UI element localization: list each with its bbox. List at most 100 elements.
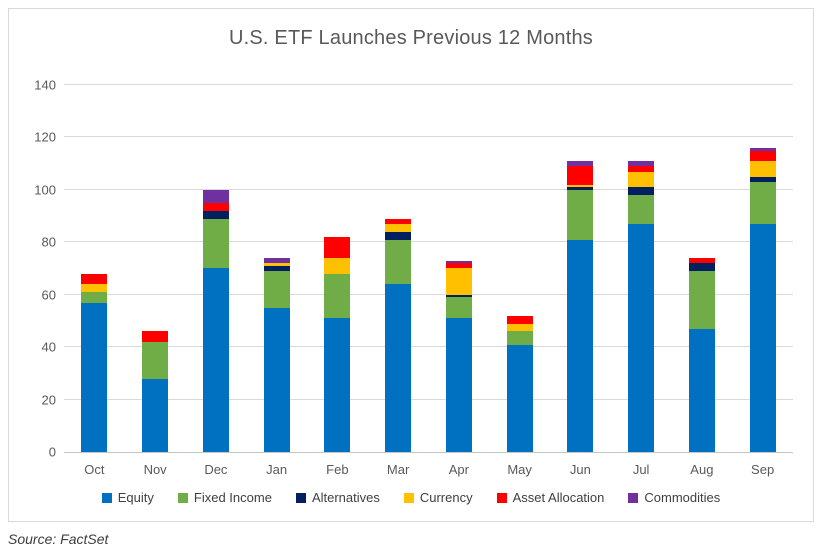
bar-segment-jun-asset-allocation <box>567 166 594 185</box>
legend-item-commodities: Commodities <box>628 490 720 505</box>
x-axis-label-apr: Apr <box>448 462 469 477</box>
legend-item-equity: Equity <box>101 490 154 505</box>
y-axis-label-0: 0 <box>48 444 56 460</box>
bar-segment-may-equity <box>506 345 533 452</box>
bar-segment-oct-asset-allocation <box>81 274 108 284</box>
bar-segment-sep-equity <box>749 224 776 452</box>
gridline-140 <box>64 84 793 85</box>
bar-segment-sep-asset-allocation <box>749 151 776 161</box>
bar-segment-dec-equity <box>202 268 229 452</box>
bar-segment-aug-equity <box>688 329 715 452</box>
category-slot-nov: Nov <box>125 85 186 477</box>
bar-dec <box>202 85 229 452</box>
category-slot-feb: Feb <box>307 85 368 477</box>
source-note: Source: FactSet <box>8 531 109 547</box>
gridline-20 <box>64 399 793 400</box>
legend-swatch-icon <box>496 492 507 503</box>
x-axis-label-may: May <box>507 462 532 477</box>
legend-swatch-icon <box>101 492 112 503</box>
chart-title: U.S. ETF Launches Previous 12 Months <box>228 27 594 49</box>
bar-segment-dec-asset-allocation <box>202 203 229 211</box>
x-axis-label-jul: Jul <box>632 462 650 477</box>
legend-item-fixed-income: Fixed Income <box>177 490 272 505</box>
legend-item-asset-allocation: Asset Allocation <box>496 490 605 505</box>
bar-segment-jun-equity <box>567 240 594 452</box>
bar-jan <box>263 85 290 452</box>
category-slot-aug: Aug <box>672 85 733 477</box>
bar-segment-oct-equity <box>81 303 108 452</box>
x-axis-label-sep: Sep <box>751 462 775 477</box>
plot-area: 0 20 40 60 80 100 120 140 Oct Nov Dec Jan Feb Mar Apr M… <box>34 78 793 477</box>
bar-segment-sep-alternatives <box>749 177 776 182</box>
category-slot-may: May <box>489 85 550 477</box>
x-axis-label-nov: Nov <box>143 462 167 477</box>
bar-segment-jan-fixed-income <box>263 271 290 308</box>
bar-segment-feb-fixed-income <box>324 274 351 318</box>
y-axis-label-80: 80 <box>41 234 56 250</box>
legend-item-currency: Currency <box>403 490 473 505</box>
x-axis-label-mar: Mar <box>386 462 410 477</box>
bar-segment-dec-alternatives <box>202 211 229 219</box>
bar-segment-aug-fixed-income <box>688 271 715 329</box>
bar-segment-jul-fixed-income <box>628 195 655 224</box>
bar-segment-sep-commodities <box>749 148 776 151</box>
legend-swatch-icon <box>295 492 306 503</box>
x-axis-label-jun: Jun <box>569 462 591 477</box>
bar-segment-jun-currency <box>567 185 594 187</box>
bar-segment-feb-equity <box>324 318 351 452</box>
bar-segment-jun-fixed-income <box>567 190 594 240</box>
legend-label: Commodities <box>644 490 721 505</box>
bar-segment-aug-asset-allocation <box>688 258 715 263</box>
bar-oct <box>81 85 108 452</box>
bar-segment-apr-fixed-income <box>445 297 472 318</box>
bar-aug <box>688 85 715 452</box>
y-axis-label-120: 120 <box>34 129 56 145</box>
category-slot-dec: Dec <box>186 85 247 477</box>
gridline-60 <box>64 294 793 295</box>
category-slot-apr: Apr <box>429 85 490 477</box>
x-axis-label-dec: Dec <box>204 462 228 477</box>
category-slot-sep: Sep <box>732 85 793 477</box>
bar-feb <box>324 85 351 452</box>
gridline-40 <box>64 346 793 347</box>
bar-apr <box>445 85 472 452</box>
legend-label: Alternatives <box>311 490 380 505</box>
bar-segment-apr-commodities <box>445 261 472 263</box>
category-slot-jan: Jan <box>246 85 307 477</box>
bar-segment-feb-currency <box>324 258 351 274</box>
bar-segment-oct-fixed-income <box>81 292 108 303</box>
category-slot-mar: Mar <box>368 85 429 477</box>
bar-segment-jan-currency <box>263 263 290 266</box>
bar-jul <box>628 85 655 452</box>
bar-segment-jul-alternatives <box>628 187 655 195</box>
y-axis-label-20: 20 <box>41 392 56 408</box>
bar-segment-jun-commodities <box>567 161 594 166</box>
y-axis-label-40: 40 <box>41 339 56 355</box>
bar-may <box>506 85 533 452</box>
category-slot-jun: Jun <box>550 85 611 477</box>
bar-segment-may-asset-allocation <box>506 316 533 324</box>
legend-swatch-icon <box>628 492 639 503</box>
bar-segment-nov-equity <box>142 379 169 452</box>
bar-segment-jul-commodities <box>628 161 655 166</box>
bar-segment-sep-fixed-income <box>749 182 776 224</box>
bar-segment-jul-currency <box>628 172 655 187</box>
bar-segment-aug-alternatives <box>688 263 715 271</box>
chart-container: U.S. ETF Launches Previous 12 Months 0 20… <box>8 8 814 522</box>
bar-segment-nov-fixed-income <box>142 342 169 379</box>
bar-segment-oct-currency <box>81 284 108 292</box>
legend-label: Asset Allocation <box>512 490 605 505</box>
y-axis-label-140: 140 <box>34 77 56 93</box>
bar-segment-mar-currency <box>385 224 412 232</box>
bar-segment-may-currency <box>506 324 533 331</box>
bar-segment-nov-asset-allocation <box>142 331 169 342</box>
x-axis-label-jan: Jan <box>266 462 288 477</box>
bar-segment-sep-currency <box>749 161 776 177</box>
bar-segment-mar-equity <box>385 284 412 452</box>
bar-segment-jan-alternatives <box>263 266 290 271</box>
x-axis-label-oct: Oct <box>84 462 105 477</box>
gridline-100 <box>64 189 793 190</box>
bar-segment-dec-fixed-income <box>202 219 229 268</box>
legend-swatch-icon <box>177 492 188 503</box>
bar-segment-jul-asset-allocation <box>628 166 655 172</box>
